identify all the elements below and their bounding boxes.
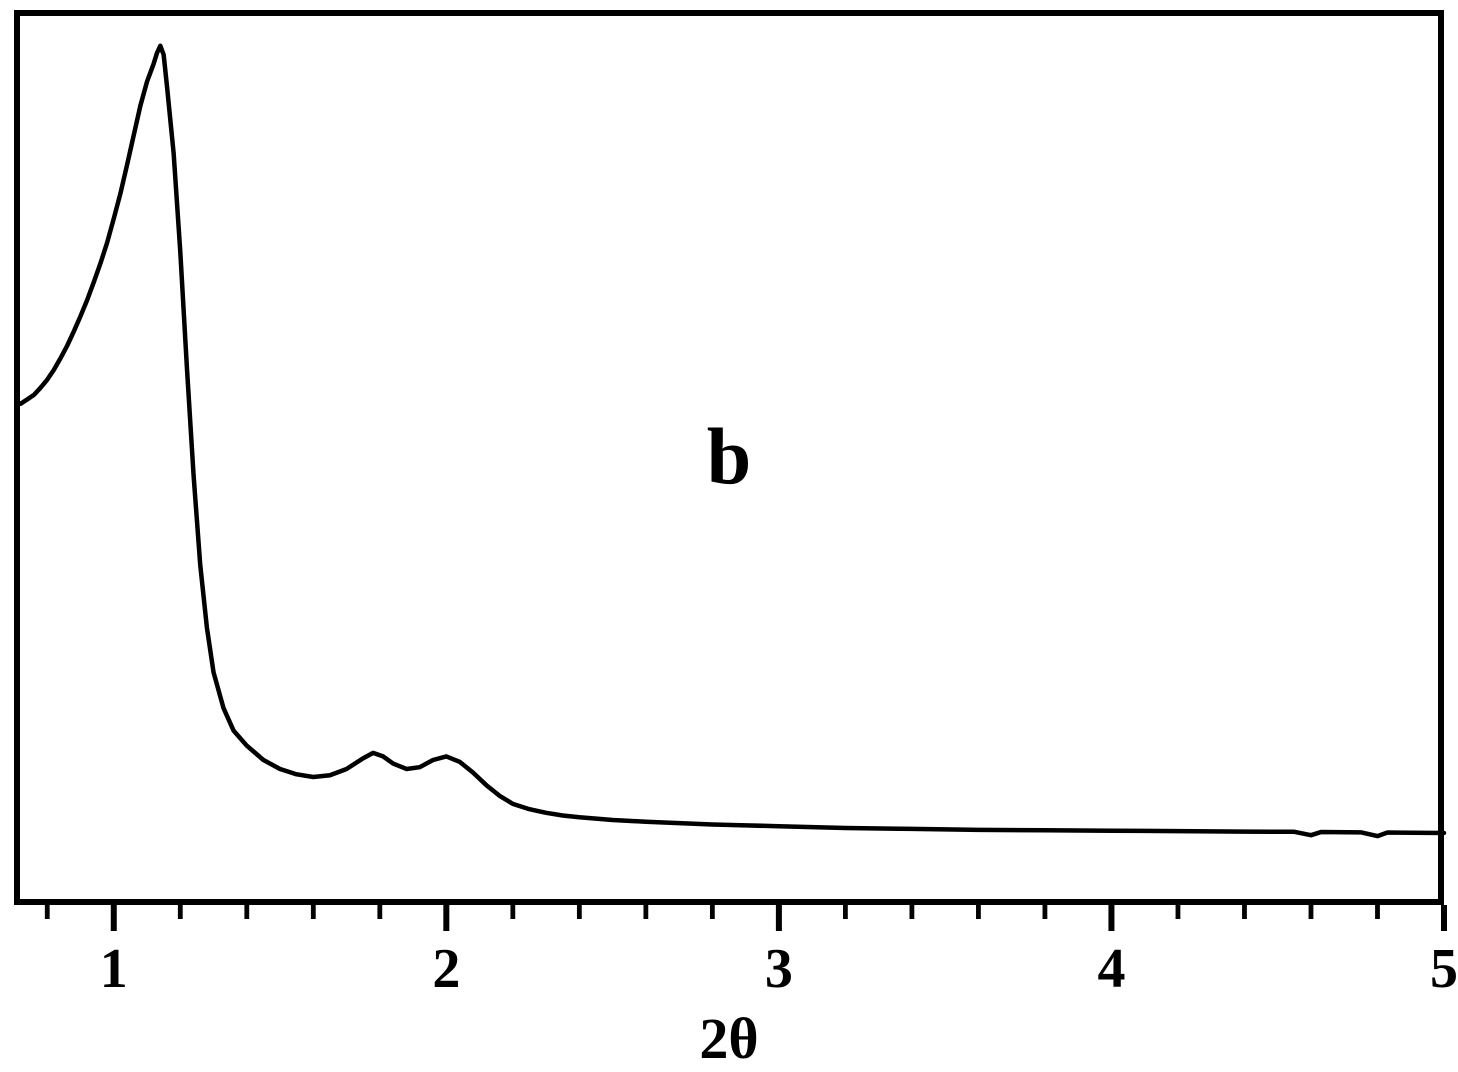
x-tick-label: 1 — [100, 937, 128, 1001]
inset-label-text: b — [707, 413, 752, 501]
x-tick-label: 4 — [1097, 937, 1125, 1001]
x-axis-title-text: 2θ — [699, 1006, 758, 1071]
x-axis-title: 2θ — [699, 1005, 758, 1072]
plot-svg — [0, 0, 1458, 1054]
x-tick-label: 5 — [1430, 937, 1458, 1001]
inset-label-b: b — [707, 412, 752, 503]
x-tick-label: 2 — [432, 937, 460, 1001]
x-tick-label: 3 — [765, 937, 793, 1001]
xrd-figure: b 12345 2θ — [0, 0, 1458, 1054]
